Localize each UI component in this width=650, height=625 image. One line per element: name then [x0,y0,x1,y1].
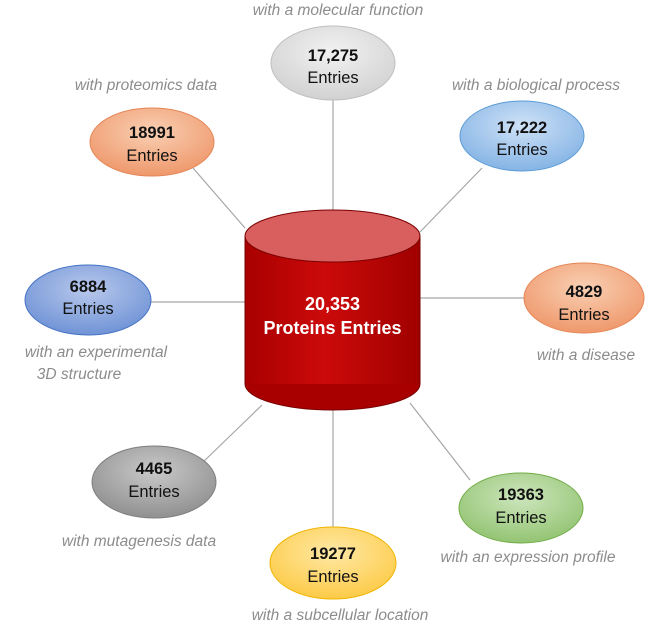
count-expression-profile: 19363 [498,486,544,504]
node-experimental-3d-structure: 6884 Entries with an experimental 3D str… [24,264,168,383]
unit-mutagenesis-data: Entries [128,483,179,501]
connector-biological-process [419,167,483,233]
caption-proteomics-data: with proteomics data [75,77,218,94]
caption-molecular-function: with a molecular function [253,2,424,19]
count-biological-process: 17,222 [497,119,547,137]
caption-biological-process: with a biological process [452,77,620,94]
count-mutagenesis-data: 4465 [136,460,173,478]
unit-disease: Entries [558,306,609,324]
node-subcellular-location: 19277 Entries with a subcellular locatio… [252,526,429,624]
count-disease: 4829 [566,283,603,301]
node-biological-process: with a biological process 17,222 Entries [452,77,620,172]
connector-proteomics-data [192,167,246,229]
node-expression-profile: 19363 Entries with an expression profile [441,472,616,566]
caption-experimental-3d-structure-line1: with an experimental [25,344,168,361]
count-proteomics-data: 18991 [129,124,175,142]
protein-database-cylinder: 20,353 Proteins Entries [244,209,421,411]
unit-proteomics-data: Entries [126,147,177,165]
caption-mutagenesis-data: with mutagenesis data [62,533,217,550]
count-subcellular-location: 19277 [310,545,356,563]
count-experimental-3d-structure: 6884 [70,278,108,296]
caption-subcellular-location: with a subcellular location [252,607,429,624]
center-count: 20,353 [305,294,360,314]
connector-expression-profile [409,402,471,481]
unit-biological-process: Entries [496,141,547,159]
center-label: Proteins Entries [263,318,401,338]
caption-experimental-3d-structure-line2: 3D structure [37,366,122,383]
node-molecular-function: with a molecular function 17,275 Entries [253,2,424,101]
connectors [150,100,524,528]
caption-disease: with a disease [537,347,636,364]
caption-expression-profile: with an expression profile [441,549,616,566]
unit-expression-profile: Entries [495,509,546,527]
unit-molecular-function: Entries [307,69,358,87]
connector-mutagenesis-data [199,404,263,466]
count-molecular-function: 17,275 [308,47,358,65]
node-mutagenesis-data: 4465 Entries with mutagenesis data [62,445,217,550]
unit-experimental-3d-structure: Entries [62,300,113,318]
node-disease: 4829 Entries with a disease [523,262,645,364]
node-proteomics-data: with proteomics data 18991 Entries [75,77,218,177]
unit-subcellular-location: Entries [307,568,358,586]
